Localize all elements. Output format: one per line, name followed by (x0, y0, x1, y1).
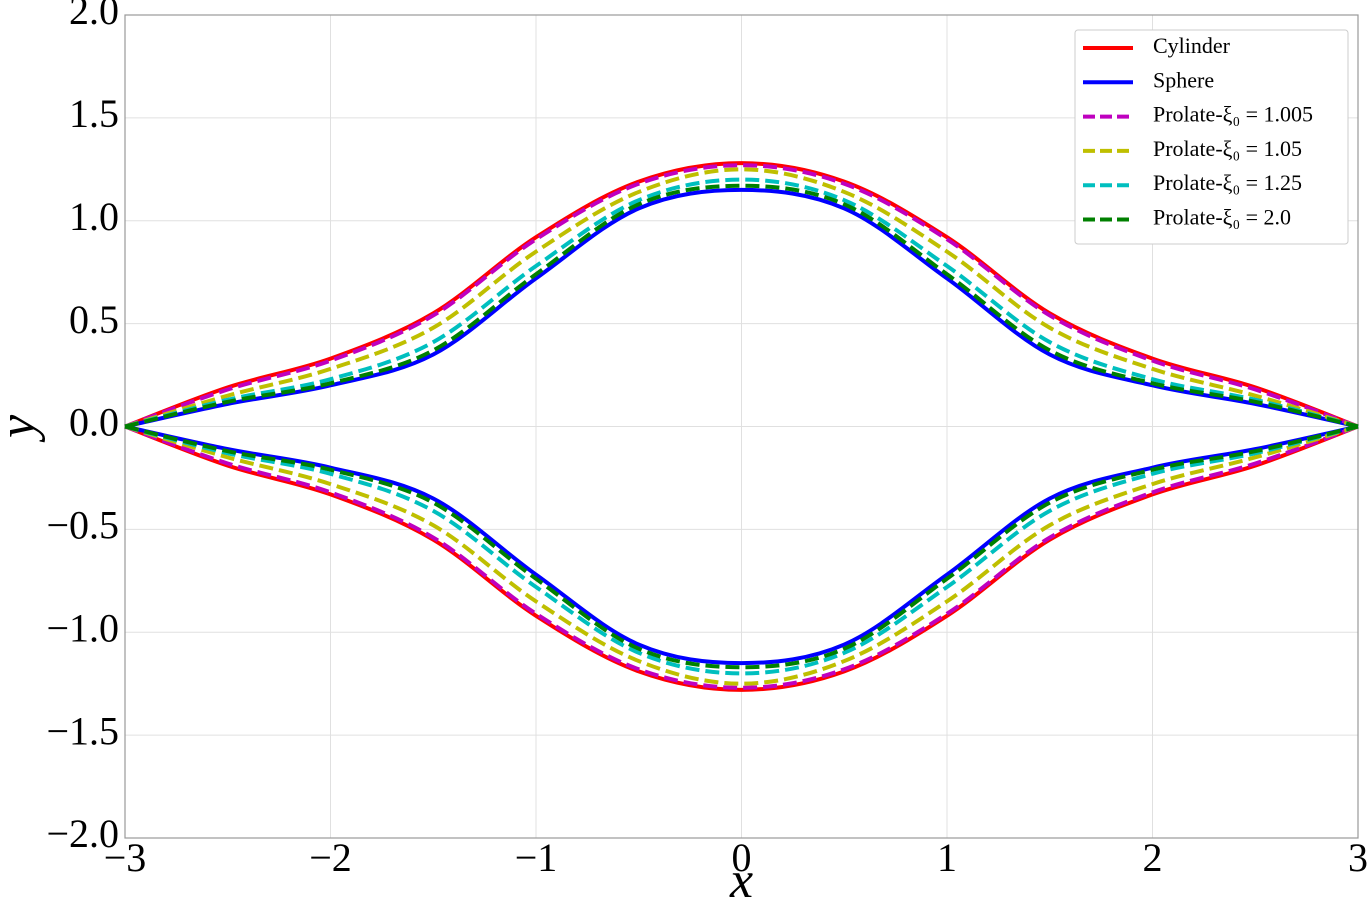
x-axis-label: x (729, 852, 753, 907)
y-axis-label: y (0, 414, 46, 443)
x-tick-label: 0 (732, 835, 752, 880)
x-tick-label: 3 (1348, 835, 1368, 880)
x-tick-label: −1 (515, 835, 558, 880)
legend: Cylinder Sphere Prolate-ξ₀ = 1.005 Prolate-… (1074, 29, 1349, 245)
y-tick-label: −1.5 (46, 708, 119, 753)
y-tick-label: 2.0 (69, 0, 119, 33)
y-tick-label: −1.0 (46, 605, 119, 650)
series-line (124, 183, 1359, 429)
y-tick-label: 0.0 (69, 400, 119, 445)
x-tick-label: 1 (937, 835, 957, 880)
legend-label: Sphere (1153, 67, 1214, 92)
series-line (124, 424, 1359, 670)
series-line (124, 424, 1359, 676)
x-tick-label: −2 (309, 835, 352, 880)
legend-label: Prolate-ξ₀ = 1.005 (1153, 102, 1313, 127)
series-line (124, 424, 1359, 692)
x-tick-label: 2 (1143, 835, 1163, 880)
y-tick-label: 0.5 (69, 297, 119, 342)
series-line (124, 424, 1359, 690)
legend-label: Prolate-ξ₀ = 1.05 (1153, 136, 1302, 161)
series-line (124, 424, 1359, 686)
x-tick-label: −3 (104, 835, 147, 880)
y-tick-label: 1.5 (69, 91, 119, 136)
series-line (124, 163, 1359, 429)
series-line (124, 161, 1359, 429)
series-line (124, 177, 1359, 429)
y-tick-label: −2.0 (46, 811, 119, 856)
series-line (124, 167, 1359, 429)
legend-label: Prolate-ξ₀ = 2.0 (1153, 205, 1291, 230)
legend-label: Cylinder (1153, 33, 1231, 58)
y-tick-label: −0.5 (46, 503, 119, 548)
legend-label: Prolate-ξ₀ = 1.25 (1153, 170, 1302, 195)
legend-box (1074, 29, 1349, 245)
y-tick-label: 1.0 (69, 194, 119, 239)
